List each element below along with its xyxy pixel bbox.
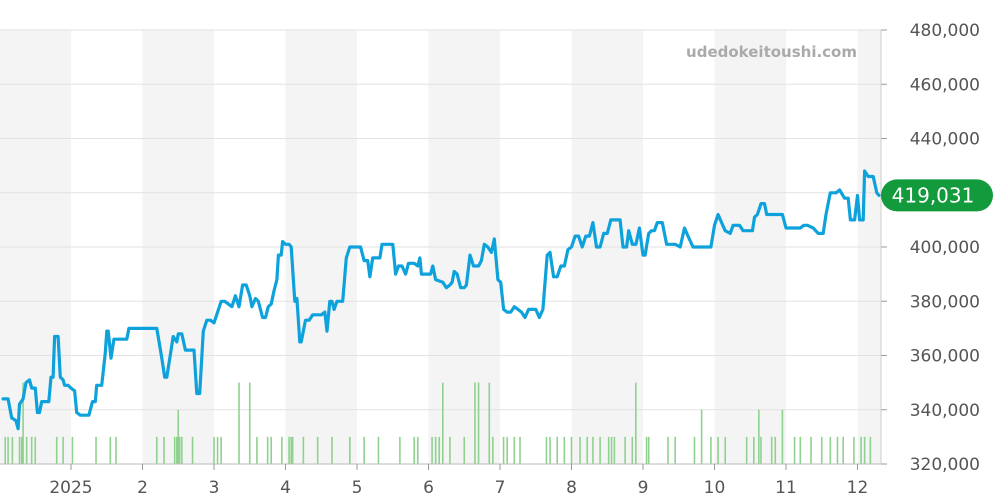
y-tick-label-2: 360,000 [910,347,980,367]
x-axis-ticks: 2025 2 3 4 5 6 7 8 9 10 11 12 [49,464,868,498]
y-tick-label-1: 340,000 [910,401,980,421]
x-tick-label-7: 8 [566,478,577,498]
watermark-text: udedokeitoushi.com [686,43,857,61]
x-tick-label-3: 4 [280,478,291,498]
last-value-badge-bg [881,179,993,212]
x-tick-label-10: 11 [775,478,797,498]
y-tick-label-7: 460,000 [910,75,980,95]
y-tick-label-4: 400,000 [910,238,980,258]
x-tick-label-0: 2025 [49,478,92,498]
x-tick-label-4: 5 [352,478,363,498]
x-tick-label-1: 2 [137,478,148,498]
x-tick-label-11: 12 [847,478,869,498]
last-value-badge: 419,031 [881,179,993,212]
x-tick-label-5: 6 [423,478,434,498]
x-tick-label-6: 7 [495,478,506,498]
x-tick-label-8: 9 [638,478,649,498]
y-tick-label-3: 380,000 [910,292,980,312]
last-value-label: 419,031 [892,183,975,207]
y-tick-label-0: 320,000 [910,455,980,475]
x-tick-label-2: 3 [209,478,220,498]
volume-bars [4,382,872,464]
y-tick-label-8: 480,000 [910,21,980,41]
y-axis-ticks: 320,000340,000360,000380,000400,000420,0… [0,21,980,475]
y-tick-label-6: 440,000 [910,130,980,150]
price-line [1,169,881,431]
x-tick-label-9: 10 [704,478,726,498]
